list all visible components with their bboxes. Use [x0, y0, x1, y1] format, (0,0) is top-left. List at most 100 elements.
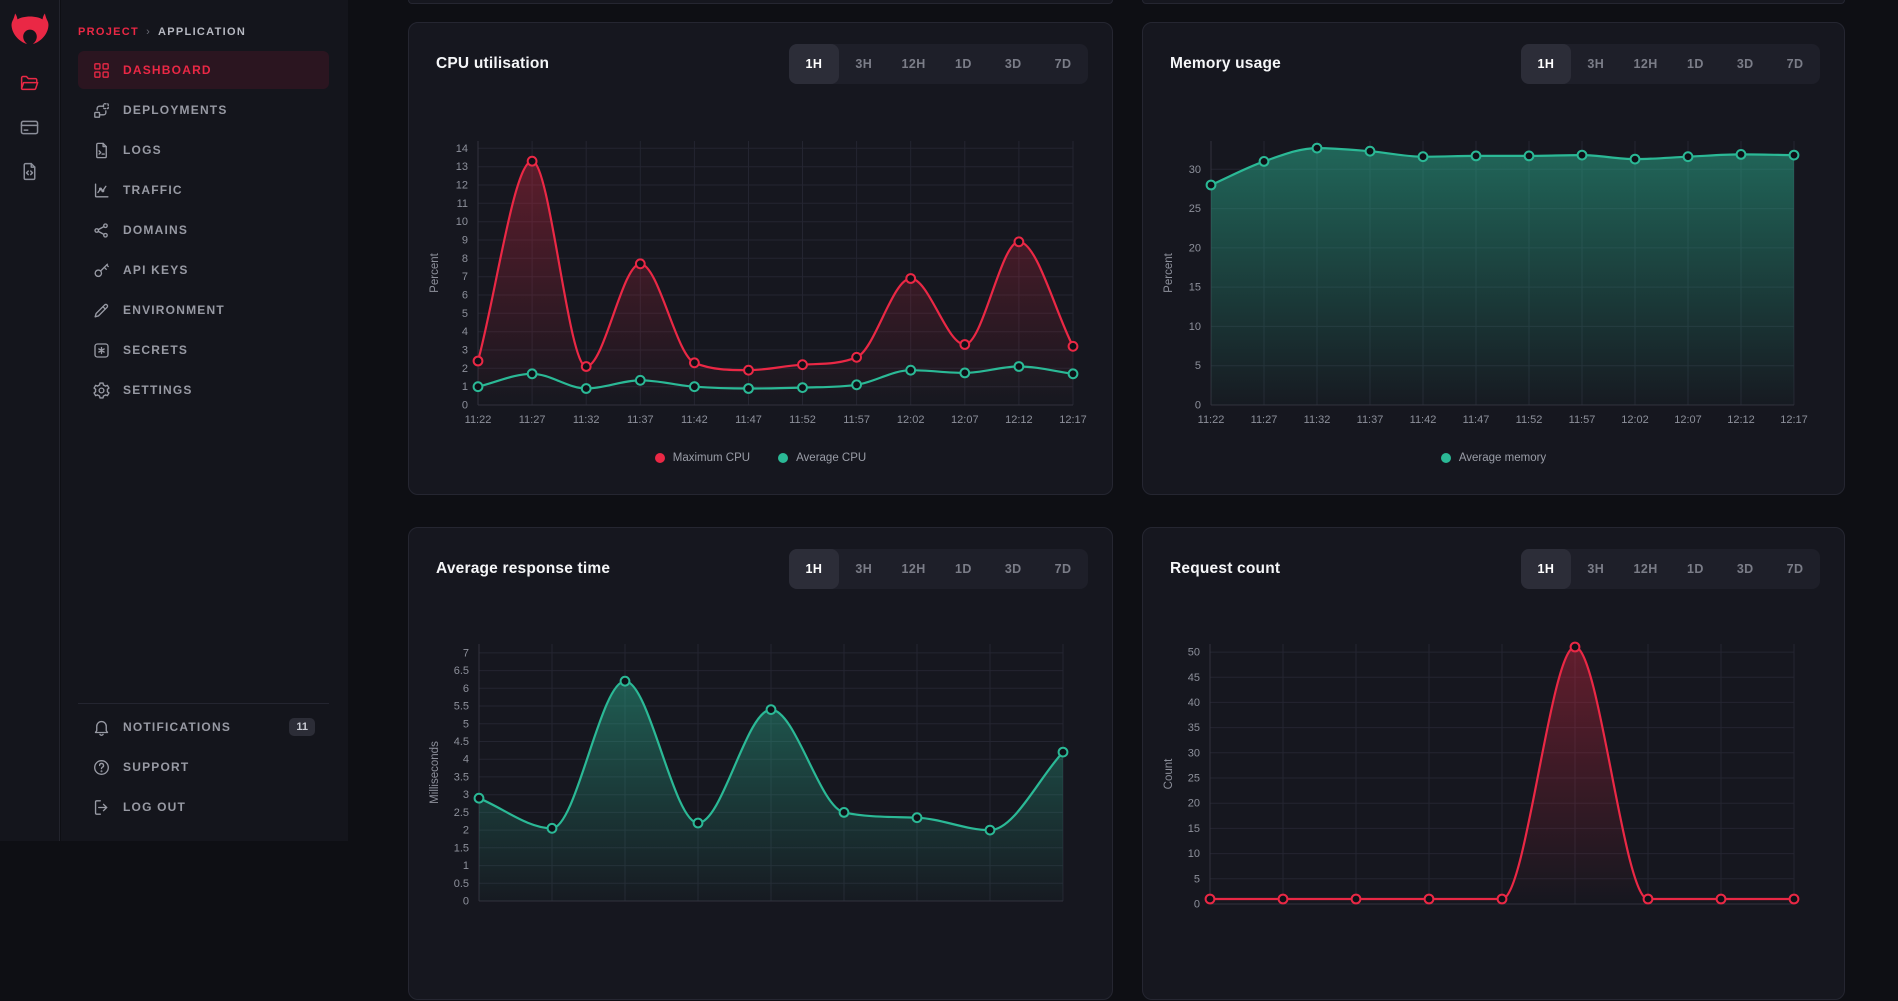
range-button-1h[interactable]: 1H: [1521, 549, 1571, 589]
average-memory-area: [1211, 148, 1794, 405]
response-time-chart: 0 0.5 1 1.5 2 2.5 3 3.5 4 4.5 5 5.5 6 6.5 7 Millisecond…: [429, 644, 1069, 908]
breadcrumb-application[interactable]: APPLICATION: [158, 26, 247, 38]
sidebar-item-environment[interactable]: ENVIRONMENT: [78, 291, 329, 329]
range-button-7d[interactable]: 7D: [1786, 57, 1804, 71]
bell-icon: [92, 718, 111, 737]
y-axis-title: Percent: [429, 252, 441, 292]
sidebar-item-deployments[interactable]: DEPLOYMENTS: [78, 91, 329, 129]
previous-card-bottom-edge: [1142, 0, 1845, 4]
range-button-3h[interactable]: 3H: [855, 57, 873, 71]
y-tick-labels: 0 5 10 15 20 25 30 35 40 45 50: [1188, 647, 1200, 911]
svg-text:25: 25: [1189, 203, 1201, 215]
sidebar-item-domains[interactable]: DOMAINS: [78, 211, 329, 249]
range-button-7d[interactable]: 7D: [1786, 562, 1804, 576]
svg-text:6.5: 6.5: [454, 665, 469, 677]
svg-text:40: 40: [1188, 697, 1200, 709]
range-button-1h[interactable]: 1H: [789, 44, 839, 84]
range-button-1d[interactable]: 1D: [955, 57, 972, 71]
sidebar-item-label: DASHBOARD: [123, 63, 212, 77]
nest-logo[interactable]: [11, 11, 49, 49]
range-button-1d[interactable]: 1D: [955, 562, 972, 576]
folder-icon[interactable]: [19, 73, 40, 94]
svg-text:30: 30: [1189, 164, 1201, 176]
range-button-3h[interactable]: 3H: [1587, 57, 1605, 71]
legend-item-average-cpu[interactable]: Average CPU: [778, 452, 866, 464]
sidebar-item-notifications[interactable]: NOTIFICATIONS 11: [78, 708, 329, 746]
svg-text:0: 0: [463, 896, 469, 908]
sidebar-item-dashboard[interactable]: DASHBOARD: [78, 51, 329, 89]
grid-lines: [1209, 644, 1795, 905]
legend-item-maximum-cpu[interactable]: Maximum CPU: [654, 452, 750, 464]
maximum-cpu-line: [476, 160, 1074, 372]
time-range-selector: 1H 3H 12H 1D 3D 7D: [789, 549, 1088, 589]
svg-text:11:32: 11:32: [573, 414, 600, 426]
svg-text:11:42: 11:42: [1410, 414, 1437, 426]
svg-text:11:22: 11:22: [1198, 414, 1225, 426]
key-icon: [92, 261, 111, 280]
svg-text:4: 4: [462, 326, 468, 338]
range-button-3d[interactable]: 3D: [1736, 57, 1754, 71]
y-axis-title: Milliseconds: [429, 741, 441, 804]
x-tick-labels: 11:22 11:27 11:32 11:37 11:42 11:47 11:52 11:57…: [1198, 414, 1808, 426]
request-count-points: [1204, 641, 1800, 905]
svg-text:30: 30: [1188, 747, 1200, 759]
range-button-12h[interactable]: 12H: [1633, 562, 1658, 576]
request-count-line: [1209, 645, 1794, 901]
sidebar-item-secrets[interactable]: SECRETS: [78, 331, 329, 369]
range-button-1d[interactable]: 1D: [1687, 57, 1704, 71]
breadcrumb-project[interactable]: PROJECT: [78, 26, 140, 38]
range-button-1d[interactable]: 1D: [1687, 562, 1704, 576]
maximum-cpu-area: [478, 161, 1073, 405]
sidebar-item-traffic[interactable]: TRAFFIC: [78, 171, 329, 209]
range-button-12h[interactable]: 12H: [901, 57, 926, 71]
sidebar-item-label: LOGS: [123, 143, 162, 157]
svg-text:15: 15: [1189, 282, 1201, 294]
sidebar-item-settings[interactable]: SETTINGS: [78, 371, 329, 409]
svg-text:13: 13: [456, 161, 468, 173]
svg-text:11:27: 11:27: [519, 414, 546, 426]
range-button-3d[interactable]: 3D: [1736, 562, 1754, 576]
y-axis-title: Percent: [1163, 252, 1175, 292]
card-title: Request count: [1170, 560, 1281, 577]
sidebar-item-log-out[interactable]: LOG OUT: [78, 788, 329, 826]
sidebar-item-logs[interactable]: LOGS: [78, 131, 329, 169]
svg-text:12: 12: [456, 180, 468, 192]
average-memory-points: [1205, 142, 1800, 191]
sidebar-item-label: SECRETS: [123, 343, 189, 357]
range-button-3h[interactable]: 3H: [855, 562, 873, 576]
sidebar-item-support[interactable]: SUPPORT: [78, 748, 329, 786]
range-button-1h[interactable]: 1H: [1521, 44, 1571, 84]
svg-text:3.5: 3.5: [454, 771, 469, 783]
svg-text:20: 20: [1189, 242, 1201, 254]
file-code-icon[interactable]: [19, 161, 40, 182]
svg-text:0: 0: [1195, 400, 1201, 412]
average-cpu-line: [477, 365, 1074, 390]
sidebar-item-api-keys[interactable]: API KEYS: [78, 251, 329, 289]
sidebar-nav: DASHBOARD DEPLOYMENTS LOGS TRAFFIC DOMAINS AP…: [78, 51, 329, 411]
legend-dot: [778, 453, 789, 463]
range-button-7d[interactable]: 7D: [1054, 562, 1072, 576]
range-button-3d[interactable]: 3D: [1004, 57, 1022, 71]
sidebar-item-label: DEPLOYMENTS: [123, 103, 228, 117]
legend-item-average-memory[interactable]: Average memory: [1440, 452, 1546, 464]
svg-text:1: 1: [463, 860, 469, 872]
range-button-3d[interactable]: 3D: [1004, 562, 1022, 576]
credit-card-icon[interactable]: [19, 117, 40, 138]
range-button-7d[interactable]: 7D: [1054, 57, 1072, 71]
y-axis-title: Count: [1163, 758, 1175, 789]
svg-text:11:27: 11:27: [1251, 414, 1278, 426]
svg-text:2: 2: [463, 825, 469, 837]
svg-text:11:42: 11:42: [681, 414, 708, 426]
svg-text:11:37: 11:37: [627, 414, 654, 426]
range-button-3h[interactable]: 3H: [1587, 562, 1605, 576]
svg-text:14: 14: [456, 143, 468, 155]
logs-icon: [92, 141, 111, 160]
range-button-1h[interactable]: 1H: [789, 549, 839, 589]
svg-text:4.5: 4.5: [454, 736, 469, 748]
svg-text:11:57: 11:57: [1569, 414, 1596, 426]
range-button-12h[interactable]: 12H: [901, 562, 926, 576]
range-button-12h[interactable]: 12H: [1633, 57, 1658, 71]
dashboard-icon: [92, 61, 111, 80]
svg-text:1.5: 1.5: [454, 842, 469, 854]
